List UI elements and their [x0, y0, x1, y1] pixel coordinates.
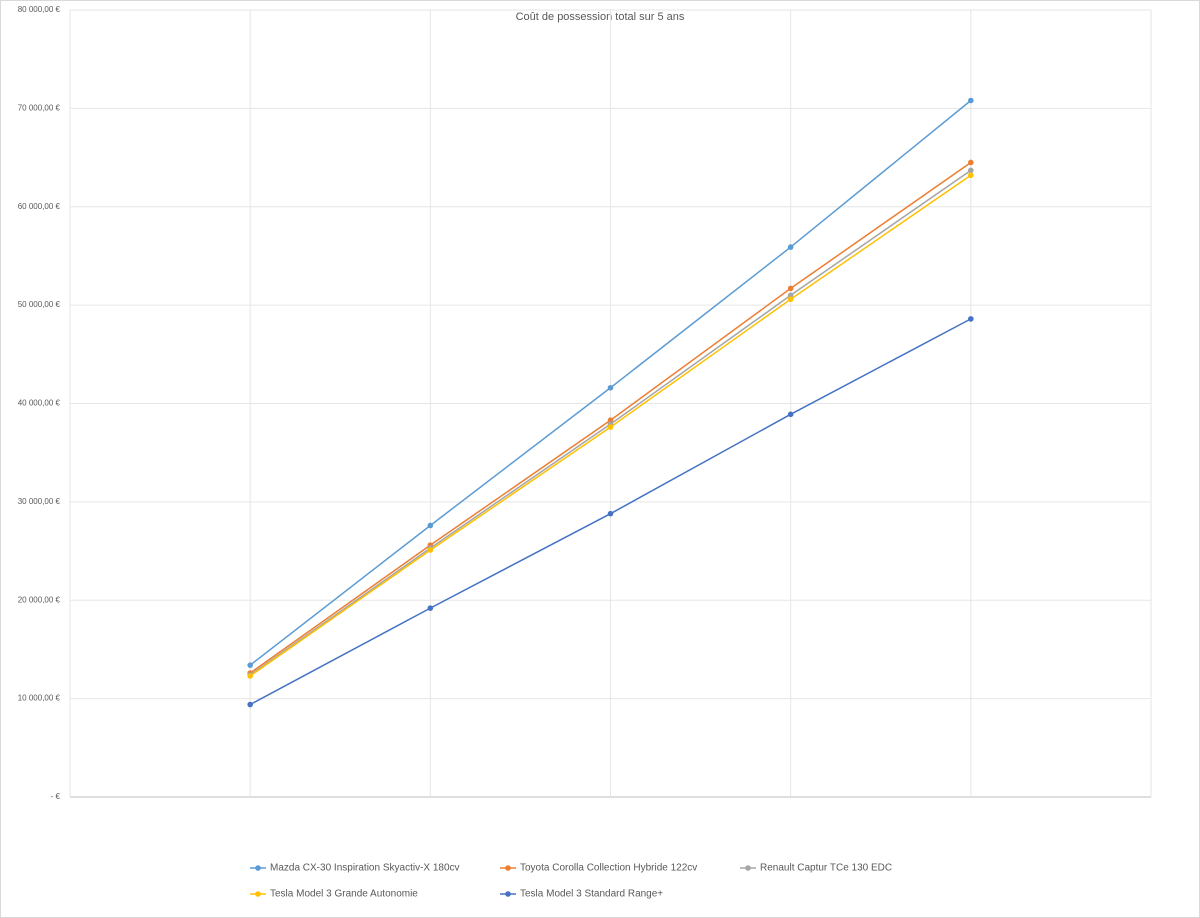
point — [787, 292, 794, 299]
legend-marker — [255, 891, 261, 897]
point — [968, 159, 974, 166]
point — [787, 244, 794, 250]
legend-label: Renault Captur TCe 130 EDC — [760, 863, 892, 874]
point — [607, 417, 614, 424]
y-tick-label: 30 000,00 € — [18, 497, 61, 506]
y-tick-label: 60 000,00 € — [18, 202, 61, 211]
y-tick-label: 10 000,00 € — [18, 694, 61, 703]
point — [427, 522, 434, 529]
point — [968, 316, 974, 322]
legend-label: Mazda CX-30 Inspiration Skyactiv-X 180cv — [270, 863, 460, 874]
point — [607, 510, 614, 517]
legend-marker — [505, 891, 511, 897]
point — [247, 673, 253, 679]
point — [247, 701, 253, 708]
point — [968, 97, 974, 104]
y-tick-label: 20 000,00 € — [18, 595, 61, 604]
legend-label: Tesla Model 3 Standard Range+ — [520, 889, 663, 900]
y-tick-label: - € — [51, 792, 61, 801]
point — [607, 424, 614, 430]
point — [787, 296, 794, 303]
legend-label: Tesla Model 3 Grande Autonomie — [270, 889, 418, 900]
point — [787, 411, 794, 418]
point — [247, 662, 253, 668]
point — [968, 167, 974, 174]
point — [427, 547, 434, 553]
legend-marker — [745, 865, 751, 871]
legend-label: Toyota Corolla Collection Hybride 122cv — [520, 863, 697, 874]
y-tick-label: 80 000,00 € — [18, 5, 61, 14]
legend-marker — [255, 865, 261, 871]
point — [968, 172, 974, 179]
point — [427, 605, 434, 611]
chart-title: Coût de possession total sur 5 ans — [516, 11, 685, 23]
point — [787, 285, 794, 292]
point — [607, 384, 614, 391]
y-tick-label: 40 000,00 € — [18, 399, 61, 408]
legend-marker — [505, 865, 511, 871]
y-tick-label: 70 000,00 € — [18, 103, 61, 112]
y-tick-label: 50 000,00 € — [18, 300, 61, 309]
